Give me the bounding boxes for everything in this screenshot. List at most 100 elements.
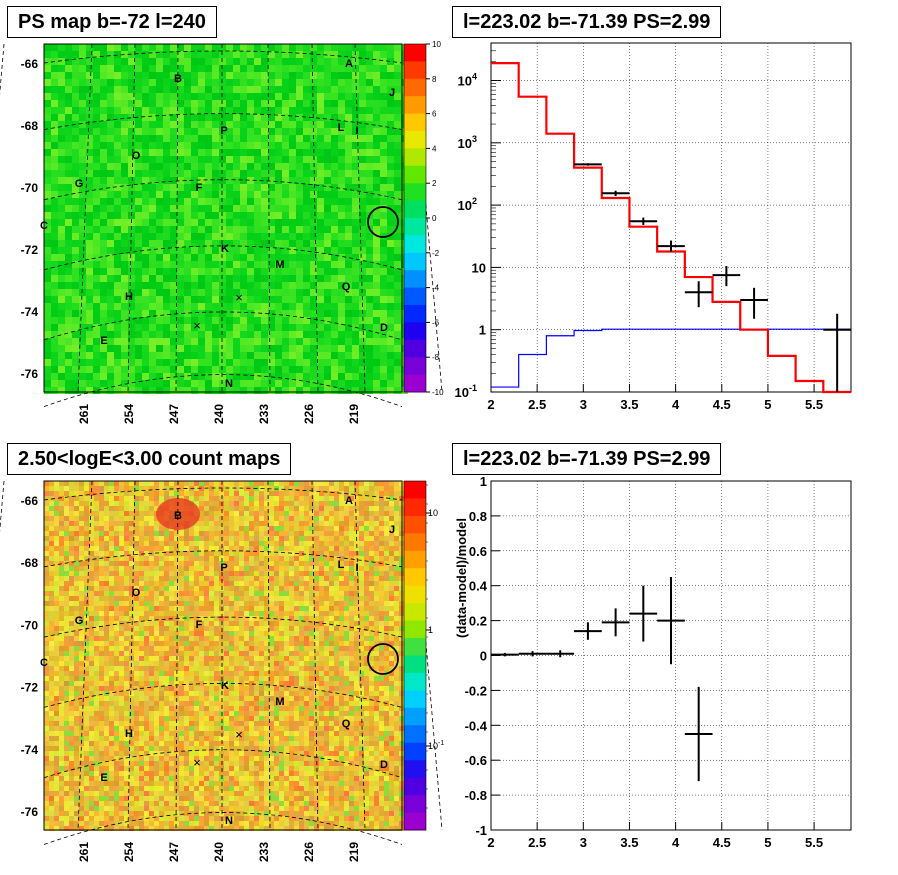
colorbar-tick-label: 8 [432, 75, 437, 84]
colorbar-segment [404, 690, 426, 709]
longitude-line [0, 480, 5, 533]
source-label-n: N [225, 378, 233, 390]
residual-point [518, 651, 547, 657]
colorbar-tick-label: 2 [432, 179, 437, 188]
y-tick-label: 104 [458, 72, 477, 89]
colorbar-segment [404, 672, 426, 691]
source-label-d: D [380, 759, 388, 771]
y-tick-label: 0.6 [469, 544, 487, 559]
y-tick-label: 0.2 [469, 614, 487, 629]
y-tick-label: 0.8 [469, 509, 487, 524]
colorbar-segment [404, 287, 426, 306]
x-tick-label: 3.5 [620, 835, 638, 850]
latitude-line [43, 113, 403, 130]
colorbar-segment [404, 235, 426, 254]
latitude-line [43, 374, 403, 407]
map-top-title: PS map b=-72 l=240 [7, 6, 217, 38]
colorbar-segment [404, 96, 426, 115]
latitude-line [43, 550, 403, 568]
longitude-line [127, 480, 136, 831]
y-tick-label: 0 [480, 649, 487, 664]
y-tick-label: 10-1 [455, 383, 477, 400]
colorbar-segment [404, 812, 426, 831]
colorbar-segment [404, 183, 426, 202]
source-label-n: N [225, 815, 233, 827]
y-tick-label: -0.6 [465, 753, 487, 768]
l-tick-label: 240 [212, 404, 226, 424]
y-tick-label: 103 [458, 134, 477, 151]
latitude-line [43, 812, 403, 845]
colorbar-tick-label: -6 [432, 318, 440, 327]
source-label-l: L [338, 559, 345, 571]
residual-point [629, 585, 658, 642]
colorbar-tick-label: -10 [432, 388, 444, 397]
source-label-g: G [75, 178, 84, 190]
colorbar-segment [404, 200, 426, 219]
colorbar-segment [404, 131, 426, 149]
colorbar-segment [404, 707, 426, 726]
colorbar-segment [404, 481, 426, 499]
colorbar-segment [404, 148, 426, 167]
colorbar-segment [404, 322, 426, 341]
source-label-o: O [132, 150, 141, 162]
y-tick-label: 1 [480, 474, 487, 489]
colorbar-segment [404, 620, 426, 639]
b-tick-label: -74 [21, 743, 39, 757]
colorbar-segment [404, 252, 426, 271]
b-tick-label: -68 [21, 119, 39, 133]
map-frame [43, 43, 403, 393]
residual-y-axis-label: (data-model)/model [454, 518, 469, 638]
source-label-j: J [389, 524, 395, 536]
b-tick-label: -76 [21, 805, 39, 819]
colorbar-tick-label: -8 [432, 353, 440, 362]
source-label-k: K [221, 680, 229, 692]
longitude-line [267, 43, 271, 393]
x-tick-label: 4.5 [713, 397, 731, 412]
colorbar-segment [404, 515, 426, 534]
longitude-line [175, 480, 179, 831]
colorbar-tick-label: -2 [432, 249, 440, 258]
x-tick-label: 5 [764, 397, 771, 412]
source-label-c: C [40, 220, 48, 232]
l-tick-label: 233 [257, 842, 271, 862]
longitude-line [354, 480, 366, 831]
longitude-line [127, 43, 136, 393]
l-tick-label: 247 [167, 404, 181, 424]
l-tick-label: 261 [77, 842, 91, 862]
colorbar-tick-label: 10 [432, 40, 441, 49]
longitude-line [354, 43, 366, 393]
colorbar-segment [404, 585, 426, 604]
source-label-b: B [174, 73, 182, 85]
x-tick-label: 5.5 [805, 835, 823, 850]
colorbar-segment [404, 218, 426, 236]
colorbar-tick-label: 6 [432, 110, 437, 119]
source-label-b: B [174, 510, 182, 522]
b-tick-label: -68 [21, 556, 39, 570]
source-label-f: F [196, 619, 203, 631]
latitude-line [43, 311, 403, 341]
l-tick-label: 226 [302, 842, 316, 862]
data-point [657, 240, 685, 252]
colorbar-segment [404, 305, 426, 323]
source-label-a: A [345, 495, 353, 507]
y-tick-label: -0.8 [465, 788, 487, 803]
x-tick-label: 4 [672, 397, 680, 412]
y-tick-label: -0.4 [465, 718, 488, 733]
x-tick-label: 2.5 [528, 835, 546, 850]
colorbar-segment [404, 795, 426, 814]
latitude-line [43, 50, 403, 64]
source-label-i: I [355, 562, 358, 574]
colorbar-segment [404, 550, 426, 569]
source-label-j: J [389, 87, 395, 99]
l-tick-label: 254 [122, 842, 136, 862]
x-tick-label: 3.5 [620, 397, 638, 412]
source-label-p: P [220, 562, 227, 574]
colorbar-tick-label: 1 [428, 625, 433, 635]
y-tick-label: 0.4 [469, 579, 488, 594]
data-point [712, 266, 741, 287]
residual-point [657, 576, 685, 665]
b-tick-label: -66 [21, 494, 39, 508]
y-tick-label: 1 [479, 323, 486, 338]
cross-marker: × [193, 755, 201, 770]
